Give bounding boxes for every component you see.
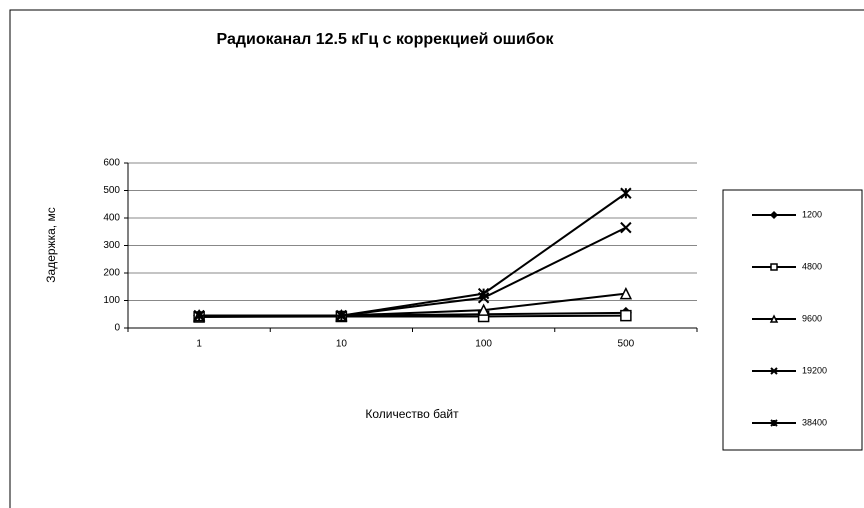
x-tick-label: 10 [336, 339, 348, 350]
marker [770, 263, 778, 271]
y-tick-label: 600 [103, 158, 120, 169]
legend-label: 1200 [802, 209, 822, 219]
series-line [199, 192, 627, 317]
marker [770, 419, 778, 427]
marker [619, 286, 633, 300]
marker [477, 287, 490, 300]
x-axis-label: Количество байт [365, 407, 459, 421]
y-axis-label: Задержка, мс [44, 207, 58, 282]
x-tick-label: 100 [475, 339, 492, 350]
y-tick-label: 200 [103, 268, 120, 279]
marker [620, 221, 632, 234]
y-tick-label: 300 [103, 240, 120, 251]
marker [193, 309, 205, 322]
x-tick-label: 1 [196, 339, 202, 350]
legend-label: 4800 [802, 261, 822, 271]
chart-frame [9, 9, 864, 508]
y-tick-label: 400 [103, 213, 120, 224]
chart-title: Радиоканал 12.5 кГц с коррекцией ошибок [217, 31, 555, 48]
marker [620, 187, 632, 199]
marker [477, 303, 490, 316]
y-tick-label: 0 [114, 323, 120, 334]
marker [769, 210, 779, 220]
legend-label: 9600 [802, 313, 822, 323]
marker [769, 314, 779, 323]
series-line [199, 314, 626, 318]
legend-label: 19200 [802, 365, 827, 375]
legend-label: 38400 [802, 417, 827, 427]
x-tick-label: 500 [618, 339, 635, 350]
marker [620, 309, 632, 322]
y-tick-label: 100 [103, 295, 120, 306]
marker [335, 309, 348, 322]
marker [770, 367, 778, 375]
y-tick-label: 500 [103, 185, 120, 196]
